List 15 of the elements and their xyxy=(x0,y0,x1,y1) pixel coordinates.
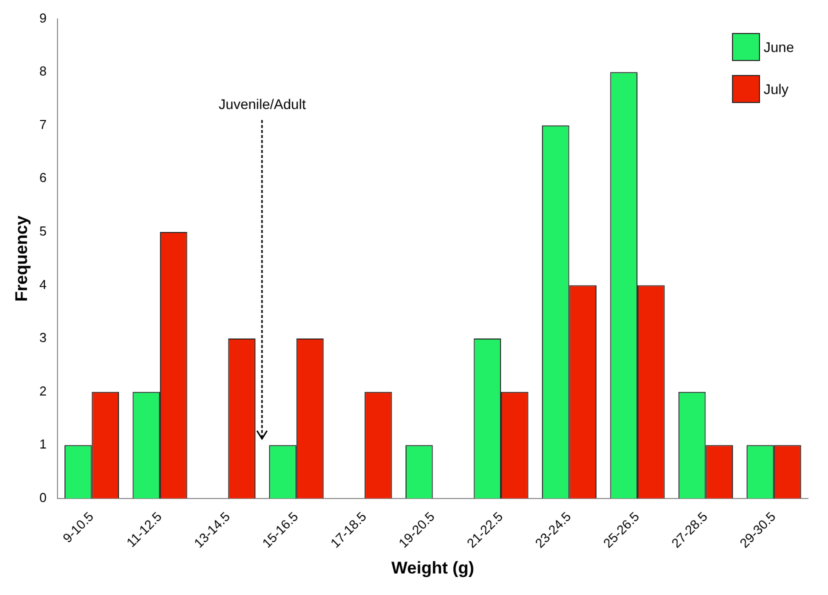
y-tick-label: 1 xyxy=(39,436,47,452)
y-tick-label: 3 xyxy=(39,330,47,346)
y-tick-label: 9 xyxy=(39,10,47,26)
annotation: Juvenile/Adult xyxy=(218,96,307,112)
y-tick-label: 8 xyxy=(39,64,47,79)
y-axis-title: Frequency xyxy=(12,215,31,302)
y-tick-label: 4 xyxy=(39,276,47,292)
y-tick-label: 0 xyxy=(39,490,47,505)
x-axis-title: Weight (g) xyxy=(391,558,474,578)
legend-label: July xyxy=(764,80,789,97)
y-tick-label: 5 xyxy=(39,224,47,239)
y-tick-label: 6 xyxy=(39,170,47,186)
y-tick-label: 7 xyxy=(39,116,47,132)
y-tick-label: 2 xyxy=(39,383,47,398)
legend-label: June xyxy=(764,38,794,55)
